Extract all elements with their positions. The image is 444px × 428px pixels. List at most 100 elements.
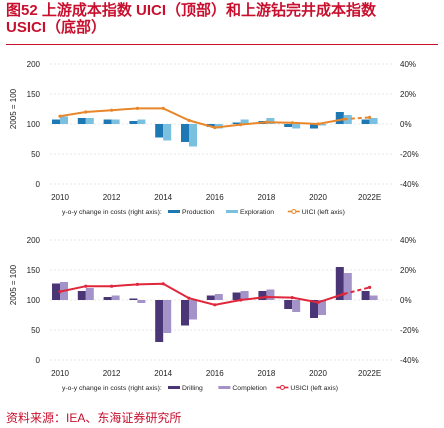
y-left-tick-label: 200 <box>27 236 41 245</box>
x-tick-label: 2020 <box>309 193 327 202</box>
y-right-tick-label: 20% <box>400 266 416 275</box>
index-point-5 <box>187 296 191 300</box>
bar-production-5 <box>181 124 189 142</box>
legend-swatch-1 <box>226 210 238 213</box>
x-tick-label: 2016 <box>206 369 224 378</box>
y-right-tick-label: 40% <box>400 60 416 69</box>
y-right-tick-label: 20% <box>400 90 416 99</box>
y-right-tick-label: -20% <box>400 326 419 335</box>
bar-drilling-8 <box>258 291 267 300</box>
index-point-6 <box>213 126 217 130</box>
bar-completion-3 <box>137 300 146 303</box>
x-tick-label: 2016 <box>206 193 224 202</box>
x-tick-label: 2018 <box>258 369 276 378</box>
bar-drilling-10 <box>310 300 318 318</box>
bar-completion-9 <box>292 300 301 312</box>
bar-production-1 <box>77 118 86 124</box>
index-point-11 <box>342 117 346 121</box>
x-tick-label: 2012 <box>103 369 121 378</box>
x-tick-label: 2020 <box>309 369 327 378</box>
x-tick-label: 2014 <box>154 369 172 378</box>
index-point-0 <box>58 290 62 294</box>
bar-completion-6 <box>214 294 223 300</box>
index-point-7 <box>239 123 243 127</box>
bar-drilling-5 <box>181 300 189 326</box>
bar-exploration-9 <box>292 124 301 129</box>
legend-label-0: Production <box>182 209 215 216</box>
bar-drilling-3 <box>129 298 138 300</box>
x-tick-label: 2022E <box>358 369 381 378</box>
index-point-2 <box>110 284 114 288</box>
legend-label-1: Exploration <box>240 209 274 216</box>
bar-drilling-7 <box>232 292 241 300</box>
y-left-tick-label: 100 <box>27 120 41 129</box>
index-point-4 <box>161 282 165 286</box>
bar-drilling-12 <box>361 291 370 300</box>
index-point-12 <box>368 285 372 289</box>
bar-exploration-1 <box>85 118 94 124</box>
y-right-tick-label: -40% <box>400 180 419 189</box>
index-point-1 <box>84 110 88 114</box>
bar-completion-10 <box>318 300 326 315</box>
bar-exploration-3 <box>137 119 146 124</box>
title-rule <box>6 44 438 45</box>
usici-chart: 200 150 100 50 0 40% 20% 0% -20% -40% 2005 = 100 20… <box>9 236 419 392</box>
chart-legend: y-o-y change in costs (right axis): Drill… <box>62 385 338 392</box>
y-left-tick-label: 150 <box>27 90 41 99</box>
y-left-tick-label: 0 <box>36 180 41 189</box>
bar-exploration-5 <box>189 124 197 147</box>
bar-production-0 <box>52 119 60 124</box>
y-left-tick-label: 50 <box>31 150 40 159</box>
x-tick-label: 2018 <box>258 193 276 202</box>
y-left-tick-label: 150 <box>27 266 41 275</box>
bar-exploration-2 <box>111 119 120 124</box>
index-point-12 <box>368 115 372 119</box>
y-left-tick-label: 0 <box>36 356 41 365</box>
index-point-1 <box>84 284 88 288</box>
bar-exploration-4 <box>163 124 172 141</box>
legend-swatch-0 <box>168 210 180 213</box>
legend-label-1: Completion <box>232 385 267 392</box>
bar-completion-11 <box>343 273 352 300</box>
bar-drilling-11 <box>335 267 344 300</box>
index-point-3 <box>135 282 139 286</box>
x-tick-label: 2012 <box>103 193 121 202</box>
chart-legend: y-o-y change in costs (right axis): Produ… <box>62 209 345 216</box>
bar-completion-2 <box>111 295 120 300</box>
y-axis-label: 2005 = 100 <box>9 88 18 129</box>
y-axis-label: 2005 = 100 <box>9 264 18 305</box>
index-point-2 <box>110 108 114 112</box>
bar-completion-7 <box>240 291 249 300</box>
bar-completion-12 <box>369 295 378 300</box>
index-point-7 <box>239 298 243 302</box>
bar-production-12 <box>361 119 370 124</box>
legend-label-line: USICI (left axis) <box>290 385 338 392</box>
bar-drilling-6 <box>206 295 215 300</box>
bar-production-11 <box>335 112 344 124</box>
bar-exploration-10 <box>318 124 326 126</box>
bar-production-3 <box>129 121 138 124</box>
legend-label-0: Drilling <box>182 385 203 392</box>
x-tick-label: 2022E <box>358 193 381 202</box>
figure-title-line2: USICI（底部） <box>6 19 107 36</box>
index-point-9 <box>290 121 294 125</box>
bar-production-7 <box>232 122 241 124</box>
bar-production-2 <box>103 119 112 124</box>
legend-swatch-1 <box>218 386 231 389</box>
index-point-0 <box>58 114 62 118</box>
bar-completion-5 <box>189 300 197 320</box>
y-left-tick-label: 100 <box>27 296 41 305</box>
index-line-projection <box>343 116 370 121</box>
bar-drilling-2 <box>103 297 112 300</box>
x-tick-label: 2014 <box>154 193 172 202</box>
bar-production-4 <box>155 124 164 138</box>
legend-swatch-0 <box>168 386 180 389</box>
y-right-tick-label: -20% <box>400 150 419 159</box>
y-right-tick-label: 0% <box>400 296 412 305</box>
bar-drilling-4 <box>155 300 164 342</box>
index-point-3 <box>135 106 139 110</box>
index-point-4 <box>161 106 165 110</box>
y-right-tick-label: -40% <box>400 356 419 365</box>
bar-drilling-1 <box>77 291 86 300</box>
legend-line-marker <box>291 209 297 214</box>
